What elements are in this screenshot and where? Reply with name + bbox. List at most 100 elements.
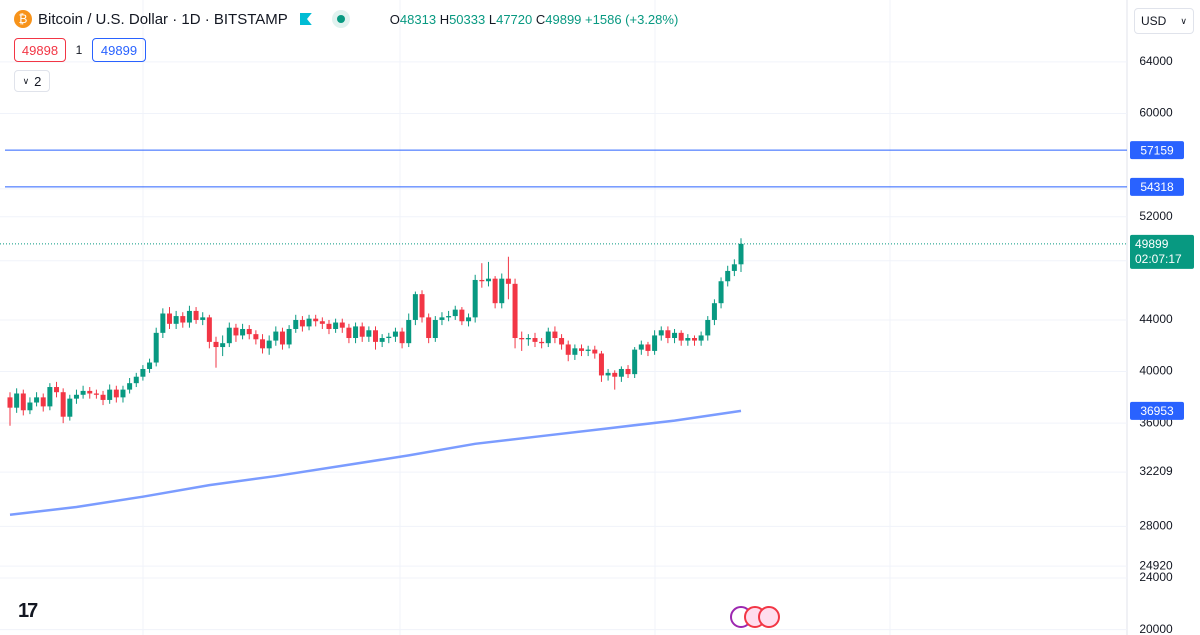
candle-body bbox=[519, 338, 525, 340]
candle-body bbox=[446, 316, 452, 318]
candle-body bbox=[160, 313, 166, 333]
candle-body bbox=[585, 349, 591, 351]
candle-body bbox=[638, 344, 644, 350]
candle-body bbox=[279, 331, 285, 345]
candle-body bbox=[386, 336, 392, 339]
candle-body bbox=[399, 331, 405, 344]
candle-body bbox=[107, 389, 113, 400]
candle-body bbox=[47, 387, 53, 407]
moving-average bbox=[9, 409, 742, 517]
last-price-box bbox=[1130, 234, 1194, 269]
candle-body bbox=[339, 322, 345, 328]
candle-body bbox=[319, 321, 325, 324]
candle-body bbox=[220, 343, 226, 348]
close-value: 49899 bbox=[545, 11, 582, 27]
candle-body bbox=[7, 397, 13, 408]
y-tick-label: 40000 bbox=[1139, 364, 1173, 378]
candle-body bbox=[14, 393, 20, 408]
candle-body bbox=[153, 332, 159, 363]
candle-body bbox=[206, 317, 212, 342]
price-line-label-box bbox=[1130, 177, 1184, 196]
candle-body bbox=[419, 294, 425, 318]
candle-body bbox=[652, 335, 658, 351]
market-status bbox=[331, 10, 350, 28]
change: +1586 (+3.28%) bbox=[585, 11, 679, 27]
candle-body bbox=[379, 338, 385, 342]
candle-body bbox=[412, 294, 418, 320]
y-tick-label: 52000 bbox=[1139, 209, 1173, 223]
candle-body bbox=[67, 398, 73, 417]
countdown: 02:07:17 bbox=[1135, 252, 1182, 266]
candle-body bbox=[353, 326, 359, 339]
quantity: 1 bbox=[75, 43, 83, 57]
candle-body bbox=[672, 332, 678, 339]
y-tick-label: 60000 bbox=[1139, 106, 1173, 120]
y-tick-label: 28000 bbox=[1139, 519, 1173, 533]
high-label: H bbox=[439, 11, 450, 27]
currency-select[interactable]: USD ∨ bbox=[1134, 8, 1194, 34]
candle-body bbox=[432, 319, 438, 339]
flag-icon[interactable] bbox=[299, 13, 312, 25]
candle-body bbox=[459, 309, 465, 322]
candle-body bbox=[731, 264, 737, 271]
candle-body bbox=[373, 330, 378, 342]
candle-body bbox=[40, 397, 46, 407]
ma-label: 36953 bbox=[1140, 404, 1174, 418]
candle-body bbox=[186, 310, 192, 323]
candle-body bbox=[545, 331, 551, 344]
candle-body bbox=[605, 372, 611, 376]
indicators-toggle[interactable]: ∨ 2 bbox=[14, 70, 50, 92]
candle-body bbox=[147, 362, 153, 369]
candle-body bbox=[180, 316, 186, 323]
candle-body bbox=[738, 243, 744, 265]
high-value: 50333 bbox=[449, 11, 486, 27]
candle-body bbox=[246, 328, 252, 335]
candle-body bbox=[539, 341, 545, 344]
candle-body bbox=[392, 331, 398, 337]
candle-body bbox=[725, 270, 731, 282]
price-line-label: 57159 bbox=[1140, 143, 1174, 157]
candle-body bbox=[213, 341, 219, 348]
candle-body bbox=[505, 278, 511, 284]
price-line-label: 54318 bbox=[1140, 180, 1174, 194]
candle-body bbox=[711, 303, 717, 320]
candle-body bbox=[572, 348, 578, 355]
tv-logo[interactable]: 17 bbox=[18, 600, 38, 622]
candle-body bbox=[200, 317, 206, 320]
events-icons[interactable] bbox=[730, 606, 788, 630]
candle-body bbox=[113, 389, 119, 398]
currency: USD bbox=[1141, 14, 1167, 28]
candle-body bbox=[625, 368, 631, 375]
candle-body bbox=[73, 394, 79, 399]
candle-body bbox=[678, 332, 684, 341]
candle-body bbox=[359, 326, 365, 337]
candle-body bbox=[658, 330, 664, 336]
toggle-arrow: ∨ bbox=[22, 75, 30, 86]
candle-body bbox=[645, 344, 651, 351]
coin-icon: ₿ bbox=[14, 10, 32, 28]
candle-body bbox=[598, 353, 604, 376]
candle-body bbox=[512, 283, 518, 339]
candle-body bbox=[499, 278, 505, 304]
candle-body bbox=[100, 394, 106, 400]
sell-button[interactable]: 49898 bbox=[14, 38, 66, 62]
candle-body bbox=[54, 387, 60, 393]
candle-body bbox=[34, 397, 40, 403]
candle-body bbox=[293, 319, 299, 329]
symbol-title[interactable]: Bitcoin / U.S. Dollar · 1D · BITSTAMP bbox=[38, 10, 288, 28]
candle-body bbox=[333, 322, 339, 329]
candle-body bbox=[612, 372, 618, 377]
y-tick-label: 32209 bbox=[1139, 464, 1173, 478]
price-line-label-box bbox=[1130, 141, 1184, 160]
candle-body bbox=[233, 327, 239, 336]
buy-button[interactable]: 49899 bbox=[92, 38, 146, 62]
candle-body bbox=[466, 317, 472, 322]
dropdown-arrow: ∨ bbox=[1180, 15, 1187, 26]
candle-body bbox=[27, 402, 33, 411]
candle-body bbox=[592, 349, 598, 354]
candle-body bbox=[532, 338, 538, 342]
open-label: O bbox=[389, 11, 400, 27]
candle-body bbox=[87, 390, 93, 394]
y-tick-label: 64000 bbox=[1139, 54, 1173, 68]
